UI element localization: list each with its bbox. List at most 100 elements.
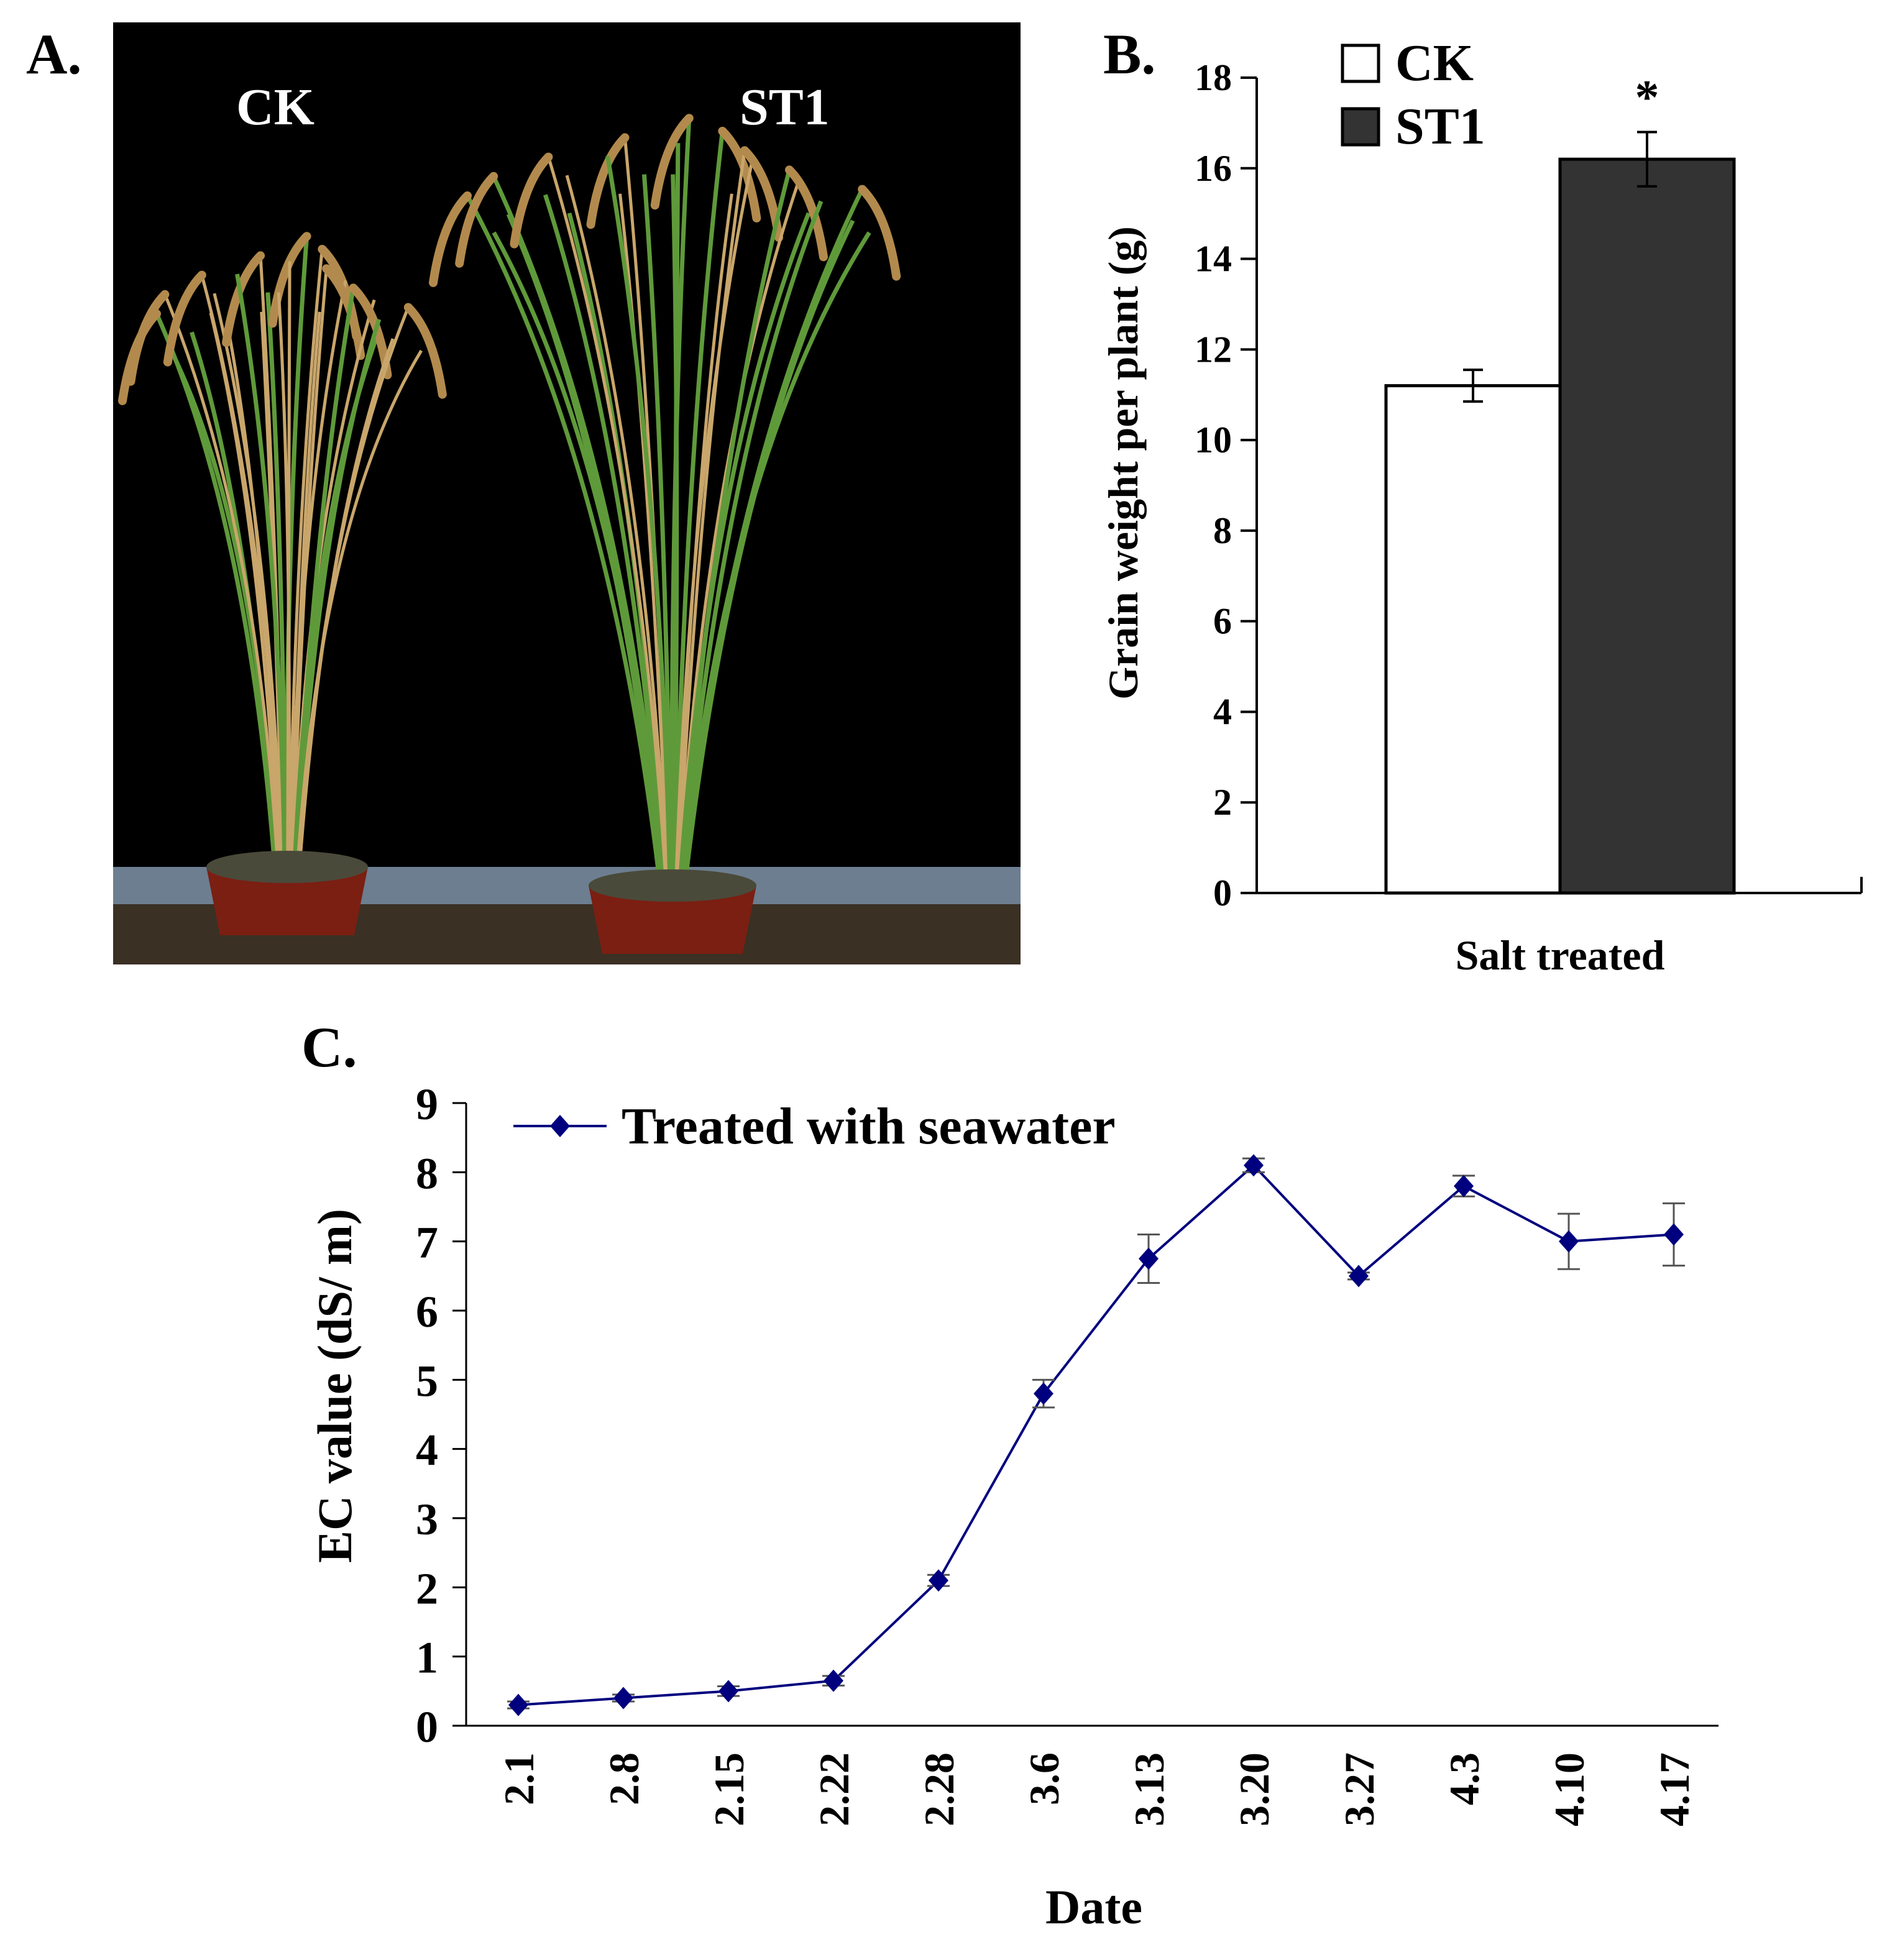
rice-panicle bbox=[268, 232, 311, 328]
c-data-point bbox=[508, 1693, 528, 1716]
plant-stem bbox=[671, 174, 679, 886]
panel-b-bar-chart: B. * 0 2 4 6 8 10 12 14 16 18 CK ST1 Grain weight … bbox=[1099, 22, 1863, 979]
c-legend-label: Treated with seawater bbox=[622, 1097, 1116, 1155]
b-y-tick-label: 14 bbox=[1195, 239, 1232, 280]
panel-a-photo: A. CK ST1 bbox=[26, 22, 1021, 964]
pot-soil bbox=[589, 869, 756, 902]
plant-stem bbox=[265, 292, 288, 868]
rice-panicle bbox=[403, 303, 447, 399]
plant-stem bbox=[288, 249, 324, 868]
rice-panicle bbox=[455, 172, 498, 268]
c-data-point bbox=[824, 1669, 843, 1692]
c-y-tick-label: 0 bbox=[416, 1702, 438, 1752]
plant-stem bbox=[291, 268, 328, 868]
b-bar-ck bbox=[1384, 384, 1562, 895]
c-data-point bbox=[1664, 1223, 1684, 1246]
c-legend-marker bbox=[550, 1115, 570, 1137]
c-x-tick-label: 4.3 bbox=[1441, 1752, 1488, 1805]
photo-caption-st1: ST1 bbox=[740, 78, 830, 136]
c-data-point bbox=[1559, 1230, 1579, 1253]
c-x-tick-label: 2.28 bbox=[916, 1752, 963, 1826]
c-y-axis-title: EC value (dS/ m) bbox=[308, 1209, 362, 1563]
rice-panicle bbox=[429, 191, 472, 287]
b-y-tick-label: 10 bbox=[1195, 419, 1232, 460]
c-y-tick-label: 3 bbox=[416, 1495, 438, 1544]
plant-stem bbox=[465, 195, 663, 886]
b-y-tick-label: 12 bbox=[1195, 329, 1232, 370]
b-legend-swatch-ck bbox=[1341, 44, 1380, 83]
panel-b-label: B. bbox=[1103, 22, 1155, 86]
c-x-axis-title: Date bbox=[1045, 1880, 1142, 1934]
c-x-tick-label: 3.20 bbox=[1231, 1752, 1278, 1826]
b-y-tick-label: 2 bbox=[1213, 782, 1232, 823]
c-x-tick-label: 2.22 bbox=[810, 1752, 858, 1826]
plant-stem bbox=[163, 293, 280, 868]
c-y-tick-label: 7 bbox=[416, 1218, 438, 1268]
plant-stem bbox=[605, 155, 672, 886]
panel-c-label: C. bbox=[301, 1015, 357, 1079]
plant-stem bbox=[675, 193, 733, 886]
c-x-tick-label: 4.10 bbox=[1546, 1752, 1593, 1826]
c-data-point bbox=[1349, 1265, 1369, 1288]
rice-panicle bbox=[858, 185, 901, 281]
c-y-tick-label: 6 bbox=[416, 1287, 438, 1337]
c-y-tick-label: 9 bbox=[416, 1079, 438, 1129]
rice-panicle bbox=[322, 264, 365, 360]
c-y-tick-label: 4 bbox=[416, 1426, 438, 1475]
c-y-tick-label: 5 bbox=[416, 1356, 438, 1406]
plant-pot bbox=[206, 867, 368, 935]
c-y-tick-label: 1 bbox=[416, 1633, 438, 1683]
b-bar-st1 bbox=[1558, 157, 1736, 895]
photo-caption-ck: CK bbox=[236, 78, 314, 136]
plant-st1-illustration bbox=[429, 114, 901, 954]
c-data-point bbox=[929, 1569, 948, 1592]
plant-stem bbox=[298, 338, 395, 868]
c-x-tick-label: 2.15 bbox=[705, 1752, 753, 1826]
b-y-tick-label: 6 bbox=[1213, 601, 1232, 642]
plant-stem bbox=[213, 293, 283, 868]
plant-stem bbox=[679, 169, 792, 886]
b-y-tick-label: 8 bbox=[1213, 510, 1232, 551]
b-y-tick-label: 18 bbox=[1195, 57, 1232, 98]
plant-stem bbox=[491, 175, 666, 886]
c-x-tick-label: 4.17 bbox=[1651, 1752, 1698, 1826]
c-x-tick-label: 3.13 bbox=[1126, 1752, 1173, 1826]
c-x-tick-label: 2.1 bbox=[495, 1752, 543, 1805]
c-x-tick-label: 2.8 bbox=[600, 1752, 648, 1805]
c-x-tick-label: 3.6 bbox=[1021, 1752, 1068, 1805]
c-y-tick-label: 2 bbox=[416, 1564, 438, 1613]
b-legend-label-st1: ST1 bbox=[1395, 98, 1485, 155]
rice-panicle bbox=[126, 290, 170, 386]
photo-background bbox=[113, 22, 1021, 964]
plant-stem bbox=[641, 174, 674, 886]
c-x-tick-label: 3.27 bbox=[1336, 1752, 1383, 1826]
b-y-tick-label: 0 bbox=[1213, 872, 1232, 914]
plant-stem bbox=[543, 194, 666, 886]
c-y-tick-label: 8 bbox=[416, 1148, 438, 1198]
b-significance-marker: * bbox=[1635, 70, 1659, 124]
b-x-axis-title: Salt treated bbox=[1456, 932, 1665, 979]
b-y-tick-label: 4 bbox=[1213, 691, 1232, 732]
rice-panicle bbox=[510, 152, 553, 249]
c-data-point bbox=[718, 1680, 738, 1703]
plant-stem bbox=[290, 311, 321, 868]
plant-stem bbox=[677, 181, 800, 886]
plant-pot bbox=[589, 886, 756, 954]
c-data-point bbox=[1034, 1382, 1053, 1405]
rice-panicle bbox=[650, 114, 694, 210]
c-data-point bbox=[1244, 1154, 1264, 1177]
plant-stem bbox=[547, 156, 668, 886]
b-legend-label-ck: CK bbox=[1395, 34, 1474, 92]
c-data-point bbox=[613, 1687, 633, 1710]
plant-stem bbox=[676, 150, 746, 886]
plant-ck-illustration bbox=[118, 232, 447, 935]
rice-panicle bbox=[785, 165, 828, 262]
plant-stem bbox=[679, 200, 824, 886]
plant-stem bbox=[565, 175, 669, 886]
c-data-point bbox=[1454, 1175, 1474, 1198]
plant-stem bbox=[682, 219, 855, 886]
b-y-axis-title: Grain weight per plant (g) bbox=[1099, 226, 1147, 700]
b-y-tick-label: 16 bbox=[1195, 148, 1232, 189]
c-data-point bbox=[1139, 1247, 1159, 1270]
